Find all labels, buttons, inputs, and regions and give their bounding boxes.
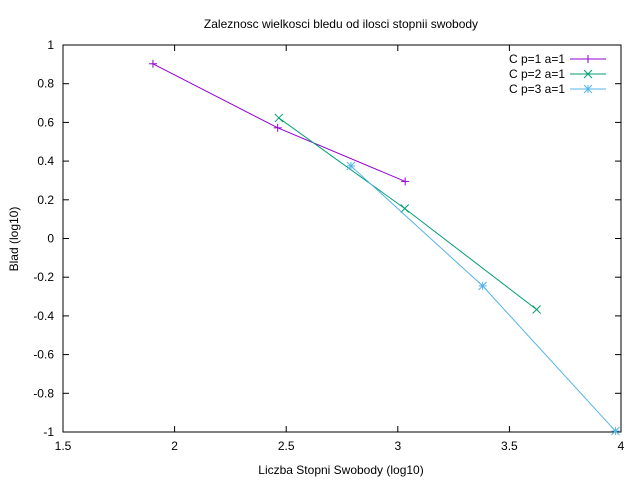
x-axis-label: Liczba Stopni Swobody (log10)	[258, 463, 423, 477]
legend-marker	[584, 55, 592, 63]
x-tick-label: 1.5	[55, 439, 72, 453]
data-point-stroke	[346, 161, 356, 171]
data-point	[273, 123, 282, 132]
data-point-stroke	[400, 204, 410, 213]
legend-label: C p=3 a=1	[509, 82, 565, 96]
x-tick-label: 4	[618, 439, 625, 453]
chart-title: Zaleznosc wielkosci bledu od ilosci stop…	[204, 17, 478, 31]
data-point	[611, 426, 620, 436]
legend-marker	[583, 84, 593, 94]
data-point	[478, 281, 487, 291]
y-tick-label: -0.6	[33, 348, 54, 362]
legend: C p=1 a=1C p=2 a=1C p=3 a=1	[509, 52, 606, 96]
y-tick-label: -0.8	[33, 386, 54, 400]
legend-marker-stroke	[583, 84, 593, 94]
x-tick-label: 2	[171, 439, 178, 453]
y-tick-label: 1	[47, 38, 54, 52]
legend-item: C p=1 a=1	[509, 52, 606, 66]
legend-label: C p=2 a=1	[509, 67, 565, 81]
data-point	[148, 59, 157, 68]
legend-item: C p=3 a=1	[509, 82, 606, 96]
series-3	[346, 161, 620, 436]
y-tick-label: 0.6	[37, 115, 54, 129]
x-tick-label: 3.5	[501, 439, 518, 453]
series-1	[148, 59, 410, 186]
x-tick-label: 2.5	[278, 439, 295, 453]
data-point-stroke	[274, 113, 284, 123]
series-2	[274, 113, 541, 314]
y-axis-label: Blad (log10)	[7, 207, 21, 272]
legend-label: C p=1 a=1	[509, 52, 565, 66]
y-tick-label: -1	[43, 425, 54, 439]
legend-item: C p=2 a=1	[509, 67, 606, 81]
y-tick-label: 0.4	[37, 154, 54, 168]
y-tick-label: -0.2	[33, 270, 54, 284]
y-tick-label: 0.2	[37, 193, 54, 207]
plot-frame	[62, 44, 622, 433]
data-point	[401, 177, 410, 186]
data-point	[532, 305, 541, 314]
data-point-stroke	[611, 426, 620, 436]
x-tick-label: 3	[394, 439, 401, 453]
data-point	[274, 113, 284, 123]
data-point	[346, 161, 356, 171]
data-point	[400, 204, 410, 213]
legend-marker-stroke	[583, 69, 593, 79]
y-tick-label: -0.4	[33, 309, 54, 323]
data-point-stroke	[532, 305, 541, 314]
y-tick-label: 0	[47, 232, 54, 246]
legend-marker	[583, 69, 593, 79]
y-tick-label: 0.8	[37, 77, 54, 91]
data-point-stroke	[478, 281, 487, 291]
series-layer	[148, 59, 620, 436]
